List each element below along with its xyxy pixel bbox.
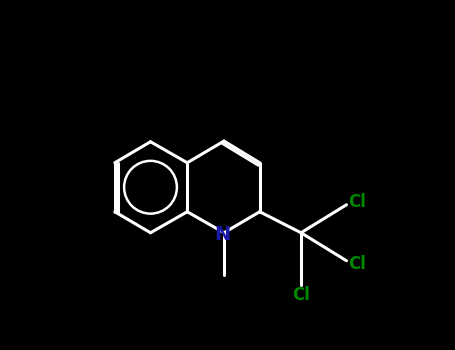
Text: Cl: Cl: [292, 286, 310, 304]
Text: Cl: Cl: [348, 193, 366, 211]
Text: Cl: Cl: [348, 254, 366, 273]
Text: N: N: [214, 225, 230, 244]
